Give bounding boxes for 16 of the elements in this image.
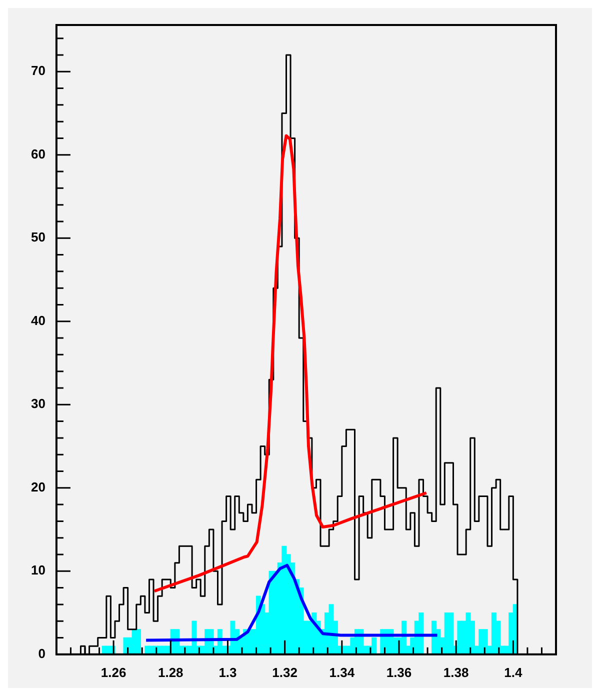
- y-tick-label: 30: [30, 396, 46, 412]
- x-tick-label: 1.4: [504, 664, 523, 680]
- y-tick-label: 20: [30, 479, 46, 494]
- y-tick-label: 60: [30, 146, 46, 162]
- y-tick-label: 10: [30, 562, 46, 578]
- x-tick-label: 1.36: [386, 664, 412, 680]
- x-tick-label: 1.34: [329, 664, 356, 680]
- x-tick-label: 1.32: [272, 664, 298, 680]
- x-tick-label: 1.38: [443, 664, 469, 680]
- x-tick-label: 1.26: [100, 664, 126, 680]
- x-tick-label: 1.3: [218, 664, 237, 680]
- y-tick-label: 50: [30, 230, 46, 245]
- y-tick-label: 70: [30, 63, 46, 78]
- y-tick-label: 40: [30, 312, 46, 328]
- y-tick-label: 0: [38, 646, 46, 661]
- x-tick-label: 1.28: [158, 664, 184, 680]
